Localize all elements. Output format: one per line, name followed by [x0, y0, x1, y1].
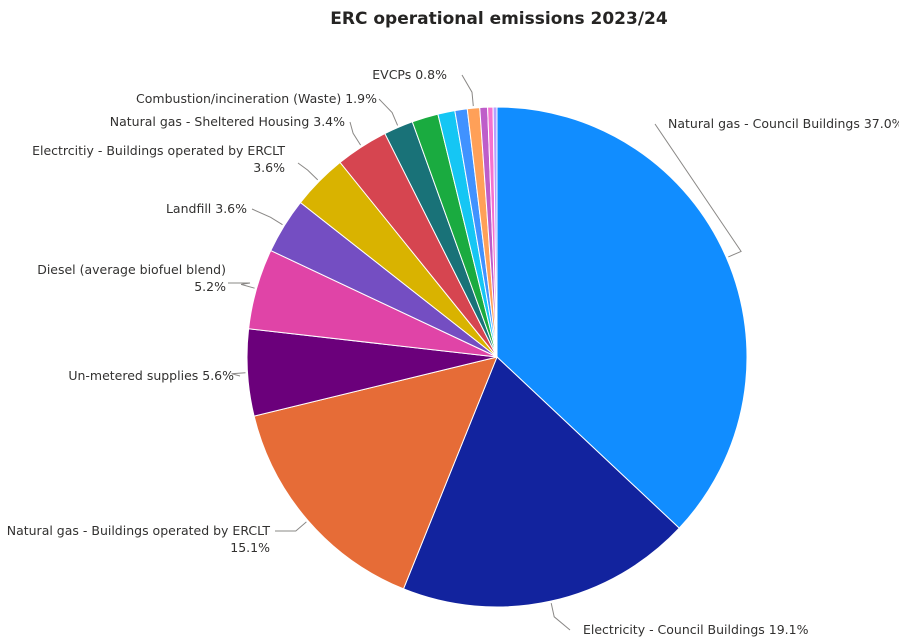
slice-label-value: 3.6% — [253, 160, 285, 175]
slice-label: Combustion/incineration (Waste) 1.9% — [136, 91, 377, 106]
slice-label: Diesel (average biofuel blend) — [37, 262, 226, 277]
leader-line — [654, 123, 742, 258]
leader-line — [461, 74, 474, 107]
slice-label: Natural gas - Sheltered Housing 3.4% — [110, 114, 345, 129]
pie-slices — [246, 106, 748, 608]
leader-line — [378, 98, 399, 126]
leader-lines — [228, 74, 742, 631]
slice-label: Landfill 3.6% — [166, 201, 247, 216]
slice-label-value: 5.2% — [194, 279, 226, 294]
slice-label: Electrcitiy - Buildings operated by ERCL… — [32, 143, 285, 158]
slice-label: Natural gas - Buildings operated by ERCL… — [7, 523, 271, 538]
leader-line — [349, 121, 362, 146]
leader-line — [550, 602, 571, 631]
pie-slice-natural-gas-buildings-operated-by-erclt — [253, 356, 498, 590]
leader-line — [228, 282, 255, 289]
leader-line — [275, 521, 307, 532]
leader-line — [251, 208, 283, 226]
slice-label: EVCPs 0.8% — [372, 67, 447, 82]
pie-slice-natural-gas-council-buildings — [496, 106, 748, 529]
slice-label: Un-metered supplies 5.6% — [68, 368, 234, 383]
slice-label: Natural gas - Council Buildings 37.0% — [668, 116, 899, 131]
pie-slice-15 — [492, 106, 498, 358]
slice-label: Electricity - Council Buildings 19.1% — [583, 622, 809, 637]
leader-line — [297, 162, 319, 181]
leader-line — [231, 372, 246, 377]
slice-label-value: 15.1% — [230, 540, 270, 555]
chart-title: ERC operational emissions 2023/24 — [330, 9, 668, 29]
pie-slice-electricity-council-buildings — [402, 356, 680, 608]
slice-labels: Natural gas - Council Buildings 37.0% Ele… — [7, 67, 899, 637]
